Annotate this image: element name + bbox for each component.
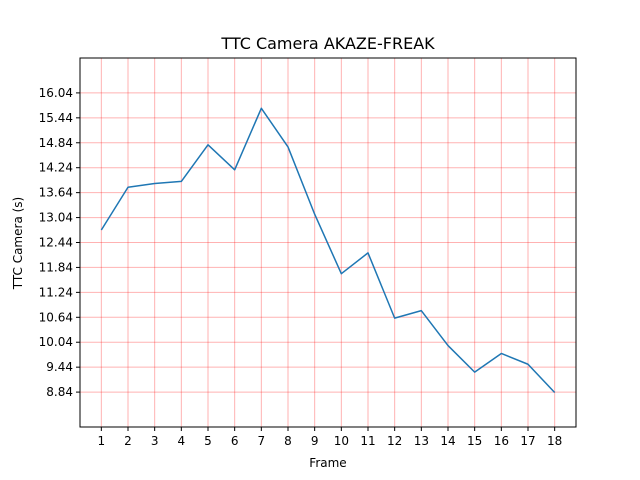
x-tick-label: 8 [284,434,292,448]
y-tick-label: 15.44 [39,111,73,125]
y-tick-label: 9.44 [46,360,73,374]
x-tick-label: 1 [98,434,106,448]
x-tick-label: 9 [311,434,319,448]
x-tick-label: 5 [204,434,212,448]
y-tick-label: 16.04 [39,86,73,100]
x-tick-label: 12 [387,434,402,448]
y-tick-label: 13.64 [39,186,73,200]
y-tick-label: 13.04 [39,211,73,225]
y-tick-label: 14.84 [39,136,73,150]
x-tick-label: 17 [520,434,535,448]
y-tick-label: 10.04 [39,335,73,349]
y-tick-label: 11.84 [39,260,73,274]
x-tick-label: 10 [334,434,349,448]
x-tick-label: 15 [467,434,482,448]
x-tick-label: 3 [151,434,159,448]
y-tick-label: 11.24 [39,285,73,299]
y-tick-label: 8.84 [46,385,73,399]
series-line [100,107,556,394]
chart-title: TTC Camera AKAZE-FREAK [220,34,435,53]
x-axis-label: Frame [309,456,346,470]
x-tick-label: 18 [547,434,562,448]
series-layer [100,107,556,394]
x-tick-label: 2 [124,434,132,448]
x-tick-label: 4 [178,434,186,448]
x-tick-label: 13 [414,434,429,448]
y-tick-label: 14.24 [39,161,73,175]
x-tick-label: 11 [360,434,375,448]
x-tick-label: 16 [494,434,509,448]
y-tick-label: 12.44 [39,236,73,250]
y-ticks: 8.84 9.44 10.04 10.64 11.24 11.84 12.44 13.04 13… [39,86,80,399]
x-tick-label: 6 [231,434,239,448]
x-tick-label: 14 [440,434,455,448]
y-tick-label: 10.64 [39,310,73,324]
x-tick-label: 7 [258,434,266,448]
y-axis-label: TTC Camera (s) [11,197,25,290]
x-ticks: 1 2 3 4 5 6 7 8 9 10 11 12 13 14 15 16 17 18 [98,427,562,448]
